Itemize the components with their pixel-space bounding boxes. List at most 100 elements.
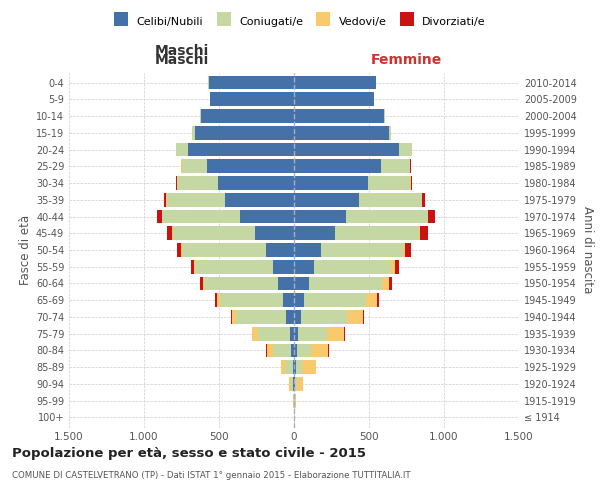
Bar <box>286 310 294 324</box>
Bar <box>225 193 294 206</box>
Bar <box>207 160 294 173</box>
Bar <box>294 193 359 206</box>
Text: Maschi: Maschi <box>154 54 209 68</box>
Bar <box>293 394 294 407</box>
Bar <box>294 310 301 324</box>
Bar <box>240 210 294 224</box>
Bar <box>251 327 253 340</box>
Bar <box>366 294 377 307</box>
Bar <box>255 226 294 240</box>
Bar <box>346 210 427 224</box>
Bar <box>403 243 405 257</box>
Bar <box>176 176 177 190</box>
Bar <box>204 276 277 290</box>
Bar <box>294 92 373 106</box>
Bar <box>273 260 294 274</box>
Bar <box>291 344 294 357</box>
Y-axis label: Fasce di età: Fasce di età <box>19 215 32 285</box>
Bar <box>167 226 172 240</box>
Bar <box>344 327 345 340</box>
Bar <box>421 226 428 240</box>
Bar <box>284 360 293 374</box>
Bar <box>273 344 291 357</box>
Text: Femmine: Femmine <box>371 54 442 68</box>
Bar <box>294 76 376 90</box>
Bar <box>389 276 392 290</box>
Bar <box>220 294 283 307</box>
Bar <box>381 160 409 173</box>
Text: Popolazione per età, sesso e stato civile - 2015: Popolazione per età, sesso e stato civil… <box>12 448 366 460</box>
Bar <box>210 92 294 106</box>
Bar <box>253 327 258 340</box>
Bar <box>231 310 232 324</box>
Bar <box>302 360 316 374</box>
Bar <box>399 142 412 156</box>
Bar <box>293 360 294 374</box>
Bar <box>405 243 410 257</box>
Bar <box>173 226 255 240</box>
Bar <box>294 327 298 340</box>
Bar <box>194 260 195 274</box>
Bar <box>176 142 187 156</box>
Bar <box>232 310 236 324</box>
Bar <box>328 344 329 357</box>
Bar <box>177 243 181 257</box>
Bar <box>304 294 366 307</box>
Bar <box>301 310 347 324</box>
Bar <box>201 109 294 123</box>
Bar <box>191 260 194 274</box>
Bar <box>277 276 294 290</box>
Bar <box>167 193 225 206</box>
Bar <box>422 193 425 206</box>
Bar <box>295 377 297 391</box>
Bar <box>162 210 240 224</box>
Bar <box>164 193 166 206</box>
Bar <box>195 126 294 140</box>
Bar <box>294 142 399 156</box>
Bar <box>428 210 434 224</box>
Bar <box>296 344 311 357</box>
Bar <box>410 176 412 190</box>
Bar <box>193 126 195 140</box>
Bar <box>217 294 220 307</box>
Bar <box>294 360 296 374</box>
Bar <box>266 344 267 357</box>
Bar <box>182 243 265 257</box>
Legend: Celibi/Nubili, Coniugati/e, Vedovi/e, Divorziati/e: Celibi/Nubili, Coniugati/e, Vedovi/e, Di… <box>111 13 489 30</box>
Bar <box>209 76 294 90</box>
Bar <box>294 243 321 257</box>
Bar <box>177 176 218 190</box>
Bar <box>347 310 362 324</box>
Bar <box>427 210 428 224</box>
Bar <box>157 210 162 224</box>
Bar <box>294 176 368 190</box>
Bar <box>326 327 344 340</box>
Bar <box>294 210 346 224</box>
Bar <box>335 226 419 240</box>
Bar <box>297 377 303 391</box>
Bar <box>294 294 304 307</box>
Bar <box>294 260 314 274</box>
Bar <box>314 260 391 274</box>
Y-axis label: Anni di nascita: Anni di nascita <box>581 206 594 294</box>
Bar <box>294 344 296 357</box>
Bar <box>309 276 382 290</box>
Bar <box>203 276 204 290</box>
Bar <box>382 276 389 290</box>
Bar <box>294 226 335 240</box>
Text: Maschi: Maschi <box>154 44 209 59</box>
Bar <box>298 327 326 340</box>
Text: COMUNE DI CASTELVETRANO (TP) - Dati ISTAT 1° gennaio 2015 - Elaborazione TUTTITA: COMUNE DI CASTELVETRANO (TP) - Dati ISTA… <box>12 472 410 480</box>
Bar <box>311 344 328 357</box>
Bar <box>215 294 217 307</box>
Bar <box>218 176 294 190</box>
Bar <box>289 377 290 391</box>
Bar <box>290 327 294 340</box>
Bar <box>294 109 384 123</box>
Bar <box>187 142 294 156</box>
Bar <box>362 310 364 324</box>
Bar <box>389 126 391 140</box>
Bar <box>296 360 302 374</box>
Bar <box>395 260 399 274</box>
Bar <box>195 260 273 274</box>
